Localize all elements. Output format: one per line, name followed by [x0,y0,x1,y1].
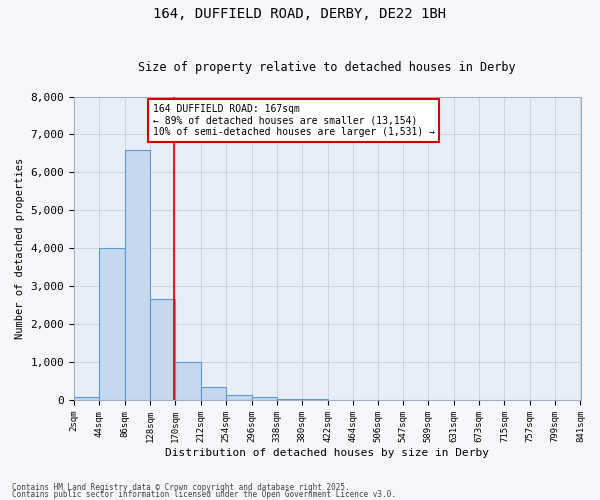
Bar [251,398,277,400]
Bar [201,386,226,400]
Bar [100,248,125,400]
Bar [125,150,150,400]
Text: 164 DUFFIELD ROAD: 167sqm
← 89% of detached houses are smaller (13,154)
10% of s: 164 DUFFIELD ROAD: 167sqm ← 89% of detac… [152,104,434,138]
X-axis label: Distribution of detached houses by size in Derby: Distribution of detached houses by size … [165,448,489,458]
Bar [277,399,302,400]
Bar [150,300,175,400]
Text: Contains HM Land Registry data © Crown copyright and database right 2025.: Contains HM Land Registry data © Crown c… [12,484,350,492]
Text: 164, DUFFIELD ROAD, DERBY, DE22 1BH: 164, DUFFIELD ROAD, DERBY, DE22 1BH [154,8,446,22]
Bar [74,398,100,400]
Title: Size of property relative to detached houses in Derby: Size of property relative to detached ho… [139,62,516,74]
Bar [175,362,201,400]
Text: Contains public sector information licensed under the Open Government Licence v3: Contains public sector information licen… [12,490,396,499]
Bar [226,395,251,400]
Y-axis label: Number of detached properties: Number of detached properties [15,158,25,339]
